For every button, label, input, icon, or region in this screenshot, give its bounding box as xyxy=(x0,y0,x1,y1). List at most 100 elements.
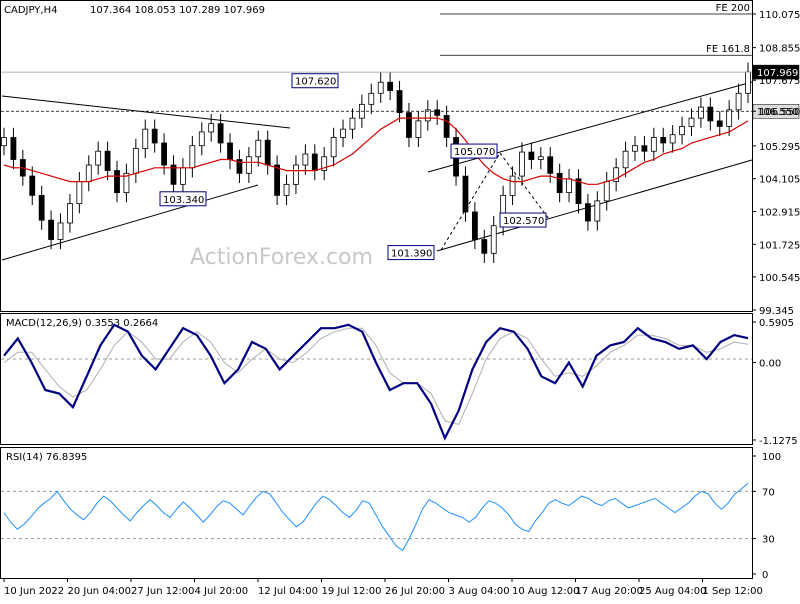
candle-body xyxy=(669,134,676,144)
price-annotation-label: 107.620 xyxy=(295,77,336,88)
price-axis-label: 102.915 xyxy=(759,208,800,219)
time-axis-label: 12 Jul 04:00 xyxy=(258,586,318,597)
candle-body xyxy=(462,175,469,213)
candle-body xyxy=(217,123,224,144)
candle-body xyxy=(170,164,177,185)
time-axis-label: 4 Jul 20:00 xyxy=(195,586,249,597)
candle-body xyxy=(368,92,375,105)
candle-body xyxy=(660,137,667,144)
price-tag-box xyxy=(752,64,800,80)
price-axis-label: 108.855 xyxy=(759,44,800,55)
fib-level-label: FE 200 xyxy=(716,3,750,14)
candle-body xyxy=(10,137,17,160)
candle-body xyxy=(726,109,733,127)
triangle-lower-line xyxy=(1,184,259,261)
candle-body xyxy=(716,120,723,127)
candle-body xyxy=(321,156,328,171)
price-axis-label: 105.295 xyxy=(759,142,800,153)
time-axis-label: 3 Aug 04:00 xyxy=(449,586,510,597)
time-axis-label: 1 Sep 12:00 xyxy=(703,586,763,597)
time-axis-label: 17 Aug 20:00 xyxy=(576,586,643,597)
time-axis-label: 20 Jun 04:00 xyxy=(68,586,132,597)
rsi-line xyxy=(3,482,749,552)
candle-body xyxy=(76,181,83,205)
macd-label: MACD(12,26,9) 0.3553 0.2664 xyxy=(6,318,158,329)
candle-body xyxy=(48,219,54,240)
price-axis-label: 104.105 xyxy=(759,175,800,186)
price-annotation-box xyxy=(387,245,435,261)
candle-body xyxy=(114,170,120,194)
rsi-levels xyxy=(1,490,752,540)
candle-body xyxy=(311,153,318,171)
candle-body xyxy=(227,142,233,160)
candle-body xyxy=(302,153,309,166)
candle-body xyxy=(123,172,130,194)
candle-body xyxy=(424,109,431,122)
candle-body xyxy=(566,178,572,194)
candle-body xyxy=(415,120,422,138)
candle-body xyxy=(443,114,450,138)
candle-body xyxy=(67,203,73,224)
price-tag-label: 107.969 xyxy=(757,68,798,79)
candle-body xyxy=(95,150,102,166)
candle-body xyxy=(632,145,638,152)
time-axis-label: 27 Jun 12:00 xyxy=(131,586,195,597)
candle-body xyxy=(57,222,64,240)
price-annotation-box xyxy=(159,191,207,207)
candle-body xyxy=(340,128,346,138)
candle-body xyxy=(481,239,488,254)
candle-body xyxy=(528,151,535,160)
candle-body xyxy=(641,145,648,152)
symbol-label: CADJPY,H4 xyxy=(4,5,57,16)
price-axis-label: 101.725 xyxy=(759,240,800,251)
candle-body xyxy=(471,211,478,240)
candle-body xyxy=(236,159,243,174)
rsi-axis-label: 70 xyxy=(762,487,775,498)
macd-line xyxy=(3,323,749,441)
ohlc-label: 107.364 108.053 107.289 107.969 xyxy=(90,5,265,16)
candle-body xyxy=(264,139,271,166)
candle-body xyxy=(85,164,92,182)
price-annotation-label: 101.390 xyxy=(391,249,432,260)
candle-body xyxy=(698,106,704,119)
candle-body xyxy=(189,145,196,169)
candle-body xyxy=(603,181,610,202)
projection-dashed-line xyxy=(440,152,501,251)
candle-body xyxy=(283,183,290,196)
price-axis-label: 99.345 xyxy=(759,306,794,317)
price-annotation-box xyxy=(450,143,498,159)
fib-level-label: FE 161.8 xyxy=(706,44,750,55)
macd-axis-label: 0.00 xyxy=(759,359,781,370)
macd-panel xyxy=(0,313,753,445)
candle-body xyxy=(594,200,601,222)
candle-body xyxy=(245,156,252,174)
candle-body xyxy=(330,137,337,158)
moving-average-line xyxy=(3,117,749,185)
candle-body xyxy=(584,203,591,222)
candle-body xyxy=(396,90,403,114)
candle-body xyxy=(132,148,139,174)
price-axis-label: 107.675 xyxy=(759,76,800,87)
price-axis-label: 100.545 xyxy=(759,273,800,284)
candle-body xyxy=(406,112,412,138)
macd-axis-label: 0.5905 xyxy=(759,318,794,329)
candle-body xyxy=(679,126,685,136)
candle-body xyxy=(38,194,45,221)
candle-body xyxy=(650,137,657,152)
candle-body xyxy=(151,128,158,144)
candle-body xyxy=(198,131,205,147)
time-axis-label: 19 Jul 12:00 xyxy=(322,586,382,597)
triangle-upper-line xyxy=(1,95,291,129)
candle-body xyxy=(29,175,36,196)
price-annotation-label: 105.070 xyxy=(454,147,495,158)
rsi-axis-label: 100 xyxy=(762,452,781,463)
price-axis-label: 106.550 xyxy=(759,107,800,118)
price-axis-label: 110.075 xyxy=(759,10,800,21)
time-axis-label: 10 Jun 2022 xyxy=(4,586,64,597)
candle-body xyxy=(575,178,582,205)
candle-body xyxy=(547,156,554,174)
price-annotation-box xyxy=(291,73,339,89)
candle-body xyxy=(434,109,441,116)
candle-body xyxy=(377,81,384,94)
